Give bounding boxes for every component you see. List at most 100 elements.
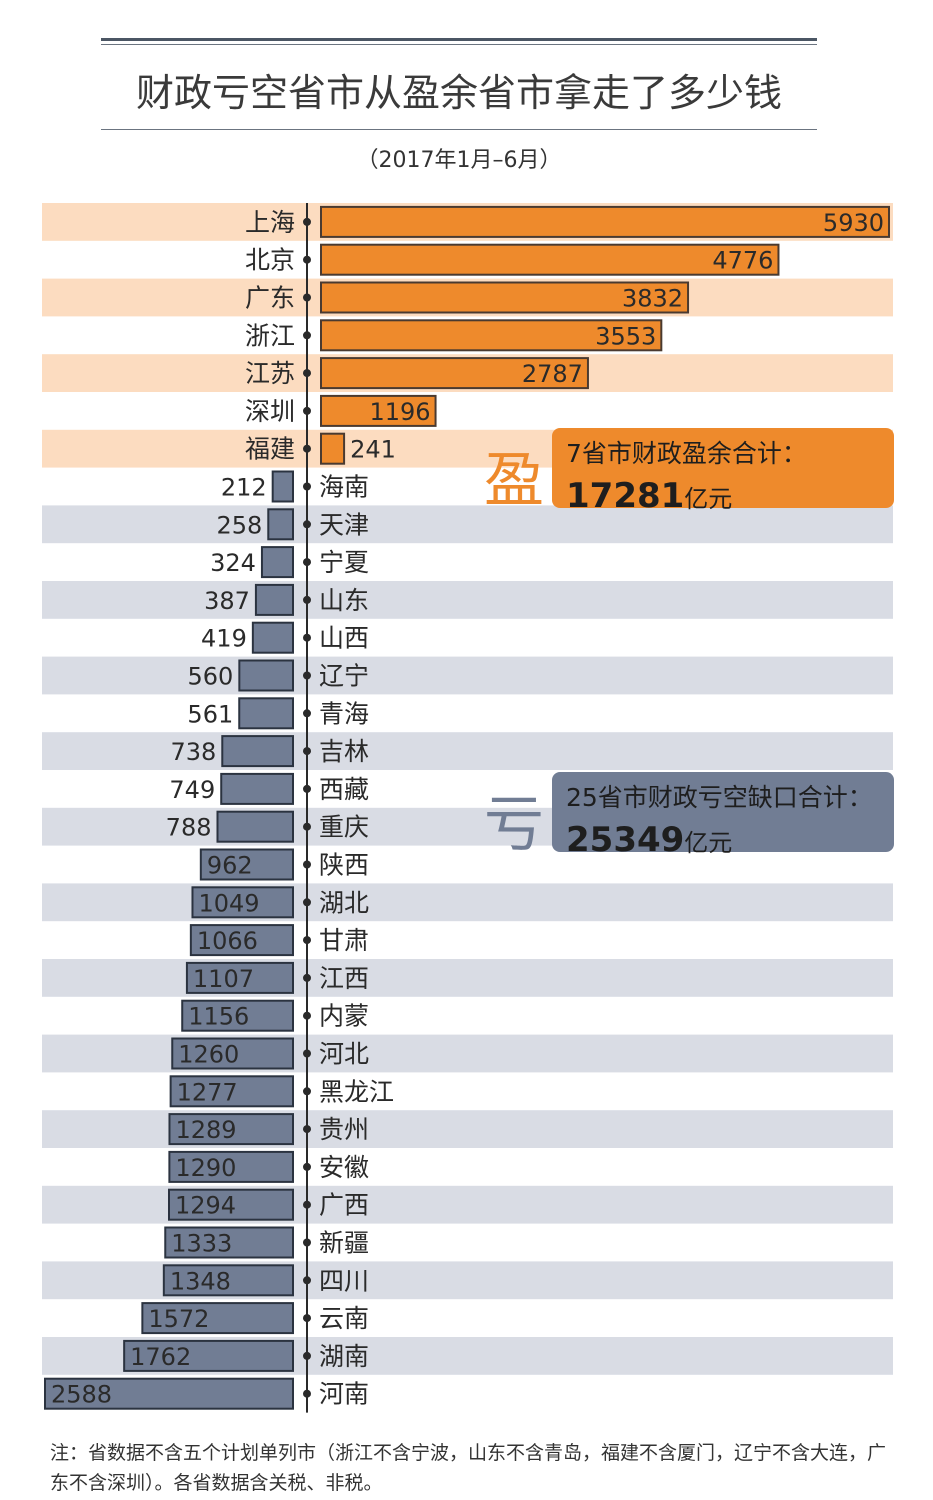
region-label: 广东 — [245, 284, 295, 313]
value-label: 3832 — [622, 285, 683, 313]
surplus-bar — [320, 243, 780, 276]
axis-dot — [303, 784, 311, 793]
row-band — [42, 732, 893, 770]
region-label: 贵州 — [319, 1115, 369, 1144]
deficit-total-value: 25349亿元 — [566, 820, 884, 860]
deficit-total-box: 25省市财政亏空缺口合计： 25349亿元 — [552, 772, 894, 860]
row-band — [42, 883, 893, 922]
region-label: 黑龙江 — [319, 1077, 394, 1106]
surplus-bar — [320, 357, 589, 390]
region-label: 安徽 — [319, 1153, 369, 1182]
region-label: 四川 — [319, 1266, 369, 1295]
value-label: 560 — [188, 663, 234, 691]
value-label: 5930 — [823, 209, 884, 237]
surplus-bar — [320, 432, 346, 465]
chart-title: 财政亏空省市从盈余省市拿走了多少钱 — [135, 71, 782, 115]
value-label: 241 — [350, 436, 396, 464]
region-label: 内蒙 — [319, 1002, 369, 1031]
value-label: 324 — [210, 549, 256, 577]
axis-dot — [303, 1011, 311, 1020]
value-label: 1762 — [130, 1343, 191, 1371]
value-label: 3553 — [595, 322, 656, 350]
region-label: 青海 — [319, 699, 369, 728]
value-label: 561 — [187, 700, 233, 728]
title-underline — [101, 129, 817, 130]
deficit-bar — [169, 1075, 294, 1108]
axis-dot — [303, 898, 311, 907]
axis-dot — [303, 406, 311, 415]
region-label: 辽宁 — [319, 662, 369, 691]
surplus-glyph: 盈 — [484, 446, 544, 516]
region-label: 深圳 — [245, 397, 295, 426]
region-label: 河南 — [319, 1380, 369, 1409]
deficit-bar — [254, 583, 294, 616]
region-label: 云南 — [319, 1304, 369, 1333]
deficit-total-label: 25省市财政亏空缺口合计： — [566, 783, 873, 812]
region-label: 新疆 — [319, 1229, 369, 1258]
value-label: 1107 — [193, 965, 254, 993]
deficit-bar — [216, 810, 294, 843]
region-label: 北京 — [245, 246, 295, 275]
deficit-bar — [189, 924, 294, 957]
region-label: 河北 — [319, 1040, 369, 1069]
axis-dot — [303, 1238, 311, 1247]
value-label: 1156 — [188, 1003, 249, 1031]
region-label: 广西 — [319, 1191, 369, 1220]
axis-dot — [303, 255, 311, 264]
row-band — [42, 959, 893, 997]
value-label: 1572 — [148, 1305, 209, 1333]
deficit-bar — [123, 1339, 294, 1372]
surplus-total-label: 7省市财政盈余合计： — [566, 439, 807, 468]
deficit-bar — [168, 1113, 295, 1146]
deficit-bar — [221, 735, 294, 768]
region-label: 海南 — [319, 473, 369, 502]
value-label: 1348 — [170, 1267, 231, 1295]
region-label: 天津 — [319, 510, 369, 539]
region-label: 吉林 — [319, 737, 369, 766]
row-band — [42, 505, 893, 544]
value-label: 749 — [169, 776, 215, 804]
surplus-bar — [320, 394, 437, 427]
deficit-bar — [181, 999, 294, 1032]
deficit-bar — [238, 659, 295, 692]
value-label: 962 — [207, 852, 253, 880]
deficit-bar — [251, 621, 294, 654]
value-label: 212 — [221, 474, 267, 502]
axis-dot — [303, 520, 311, 529]
axis-dot — [303, 595, 311, 604]
deficit-glyph: 亏 — [484, 790, 544, 860]
surplus-bar — [320, 319, 663, 352]
value-label: 1289 — [175, 1116, 236, 1144]
deficit-bar — [44, 1377, 294, 1410]
deficit-bar — [191, 886, 294, 919]
chart-subtitle: （2017年1月–6月） — [356, 148, 562, 173]
region-label: 湖北 — [319, 888, 369, 917]
deficit-bar — [238, 697, 295, 730]
axis-dot — [303, 217, 311, 226]
top-rule — [101, 38, 817, 41]
bar-chart: 上海 5930 北京 4776 广东 3832 浙江 3553 江苏 2787 深圳 1196 福建 24… — [42, 203, 893, 1413]
axis-dot — [303, 331, 311, 340]
region-label: 江西 — [319, 964, 369, 993]
value-label: 1260 — [178, 1041, 239, 1069]
axis-dot — [303, 822, 311, 831]
deficit-bar — [271, 470, 294, 503]
row-band — [42, 656, 893, 695]
axis-dot — [303, 1087, 311, 1096]
surplus-total-box: 7省市财政盈余合计： 17281亿元 — [552, 428, 894, 516]
value-label: 1049 — [198, 889, 259, 917]
axis-dot — [303, 709, 311, 718]
axis-dot — [303, 671, 311, 680]
deficit-bar — [199, 848, 294, 881]
axis-dot — [303, 747, 311, 756]
row-band — [42, 581, 893, 619]
deficit-total-number: 25349 — [566, 820, 685, 860]
deficit-bar — [171, 1037, 294, 1070]
axis-dot — [303, 633, 311, 642]
axis-dot — [303, 482, 311, 491]
value-label: 4776 — [712, 247, 773, 275]
footnote: 注：省数据不含五个计划单列市（浙江不含宁波，山东不含青岛，福建不含厦门，辽宁不含… — [50, 1442, 887, 1494]
region-label: 福建 — [245, 435, 295, 464]
axis-dot — [303, 860, 311, 869]
deficit-bar — [141, 1302, 294, 1335]
